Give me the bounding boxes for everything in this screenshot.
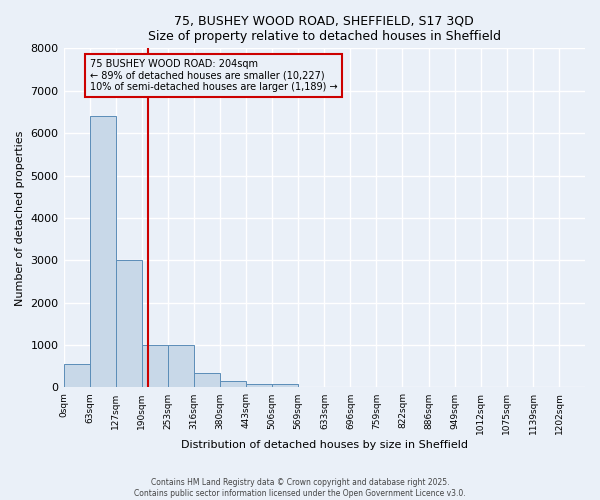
- X-axis label: Distribution of detached houses by size in Sheffield: Distribution of detached houses by size …: [181, 440, 468, 450]
- Title: 75, BUSHEY WOOD ROAD, SHEFFIELD, S17 3QD
Size of property relative to detached h: 75, BUSHEY WOOD ROAD, SHEFFIELD, S17 3QD…: [148, 15, 501, 43]
- Text: 75 BUSHEY WOOD ROAD: 204sqm
← 89% of detached houses are smaller (10,227)
10% of: 75 BUSHEY WOOD ROAD: 204sqm ← 89% of det…: [89, 58, 337, 92]
- Text: Contains HM Land Registry data © Crown copyright and database right 2025.
Contai: Contains HM Land Registry data © Crown c…: [134, 478, 466, 498]
- Bar: [194, 372, 220, 388]
- Y-axis label: Number of detached properties: Number of detached properties: [15, 130, 25, 306]
- Bar: [64, 364, 89, 388]
- Bar: [220, 381, 246, 388]
- Bar: [272, 384, 298, 388]
- Bar: [116, 260, 142, 388]
- Bar: [168, 345, 194, 388]
- Bar: [89, 116, 116, 388]
- Bar: [246, 384, 272, 388]
- Bar: [142, 345, 168, 388]
